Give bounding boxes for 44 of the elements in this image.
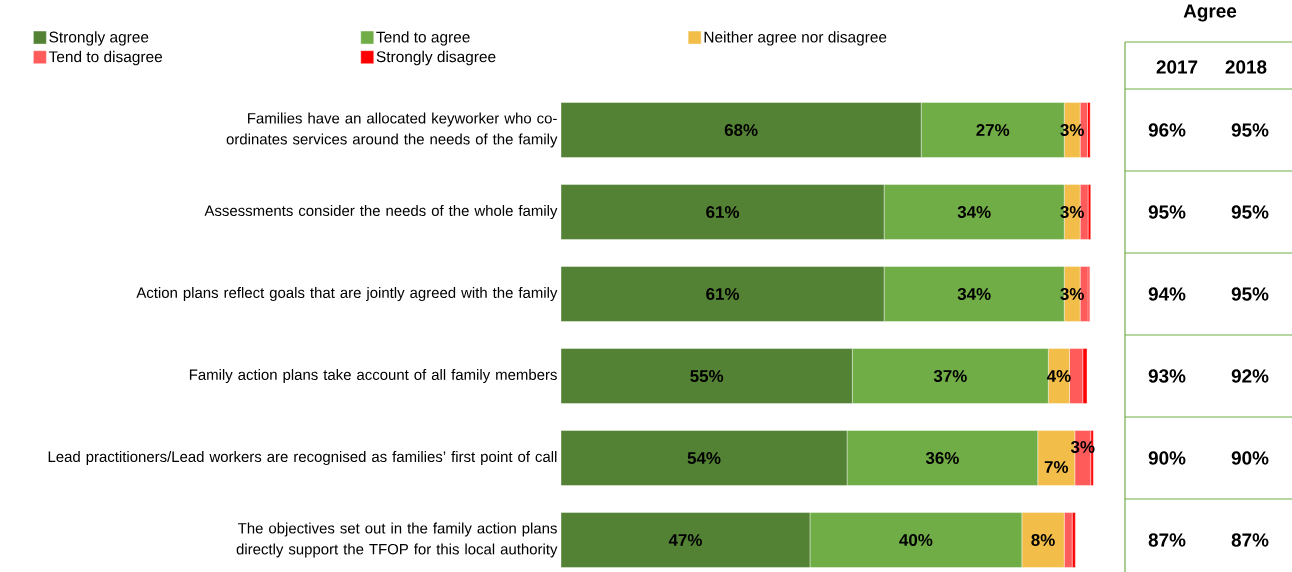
text: 93% — [1148, 369, 1186, 383]
data-label: 4% — [1046, 370, 1071, 382]
legend-label: Tend to disagree — [48, 50, 163, 66]
text: 95% — [1231, 205, 1269, 219]
data-label: 3% — [1060, 205, 1084, 219]
text: 2017 — [1156, 60, 1198, 74]
y-tick-label: Family action plans take account of all family members — [189, 369, 557, 383]
legend-label: Tend to agree — [376, 31, 470, 46]
y-tick-label: Action plans reflect goals that are jointly agreed with the family — [136, 287, 558, 301]
y-tick-label: Assessments consider the needs of the whole family — [204, 205, 558, 219]
text: 96% — [1148, 123, 1186, 137]
text: 90% — [1231, 451, 1269, 465]
text: 90% — [1148, 451, 1186, 465]
data-label: 37% — [933, 369, 967, 383]
legend-label: Strongly disagree — [376, 50, 496, 66]
text: 94% — [1148, 287, 1186, 301]
legend-label: Neither agree nor disagree — [704, 31, 887, 46]
text: 95% — [1231, 287, 1269, 301]
data-label: 34% — [957, 287, 991, 301]
text: 2018 — [1225, 60, 1267, 74]
y-tick-label: The objectives set out in the family action plans directly support the TFOP for this local authority — [236, 522, 558, 558]
data-label: 3% — [1060, 123, 1084, 137]
text: 92% — [1231, 369, 1269, 383]
text: 87% — [1148, 533, 1186, 547]
data-label: 54% — [687, 452, 721, 464]
text: 95% — [1231, 123, 1269, 137]
data-label: 27% — [976, 124, 1010, 136]
text: 87% — [1231, 533, 1269, 547]
data-label: 34% — [957, 205, 991, 219]
y-tick-label: Families have an allocated keyworker who co-ordinates services around the needs of the family — [226, 112, 558, 148]
data-label: 40% — [899, 534, 933, 547]
data-label: 61% — [706, 288, 740, 301]
data-label: 61% — [706, 206, 740, 218]
text: 95% — [1148, 205, 1186, 219]
data-label: 3% — [1060, 287, 1084, 301]
data-label: 47% — [668, 534, 702, 546]
text: Agree — [1183, 4, 1237, 22]
y-tick-label: Lead practitioners/Lead workers are recognised as families’ first point of call — [48, 451, 557, 465]
data-label: 55% — [690, 370, 724, 382]
data-label: 7% — [1044, 461, 1069, 473]
legend-label: Strongly agree — [49, 31, 149, 46]
data-label: 8% — [1031, 534, 1055, 547]
data-label: 36% — [925, 451, 959, 465]
data-label: 68% — [724, 124, 758, 136]
